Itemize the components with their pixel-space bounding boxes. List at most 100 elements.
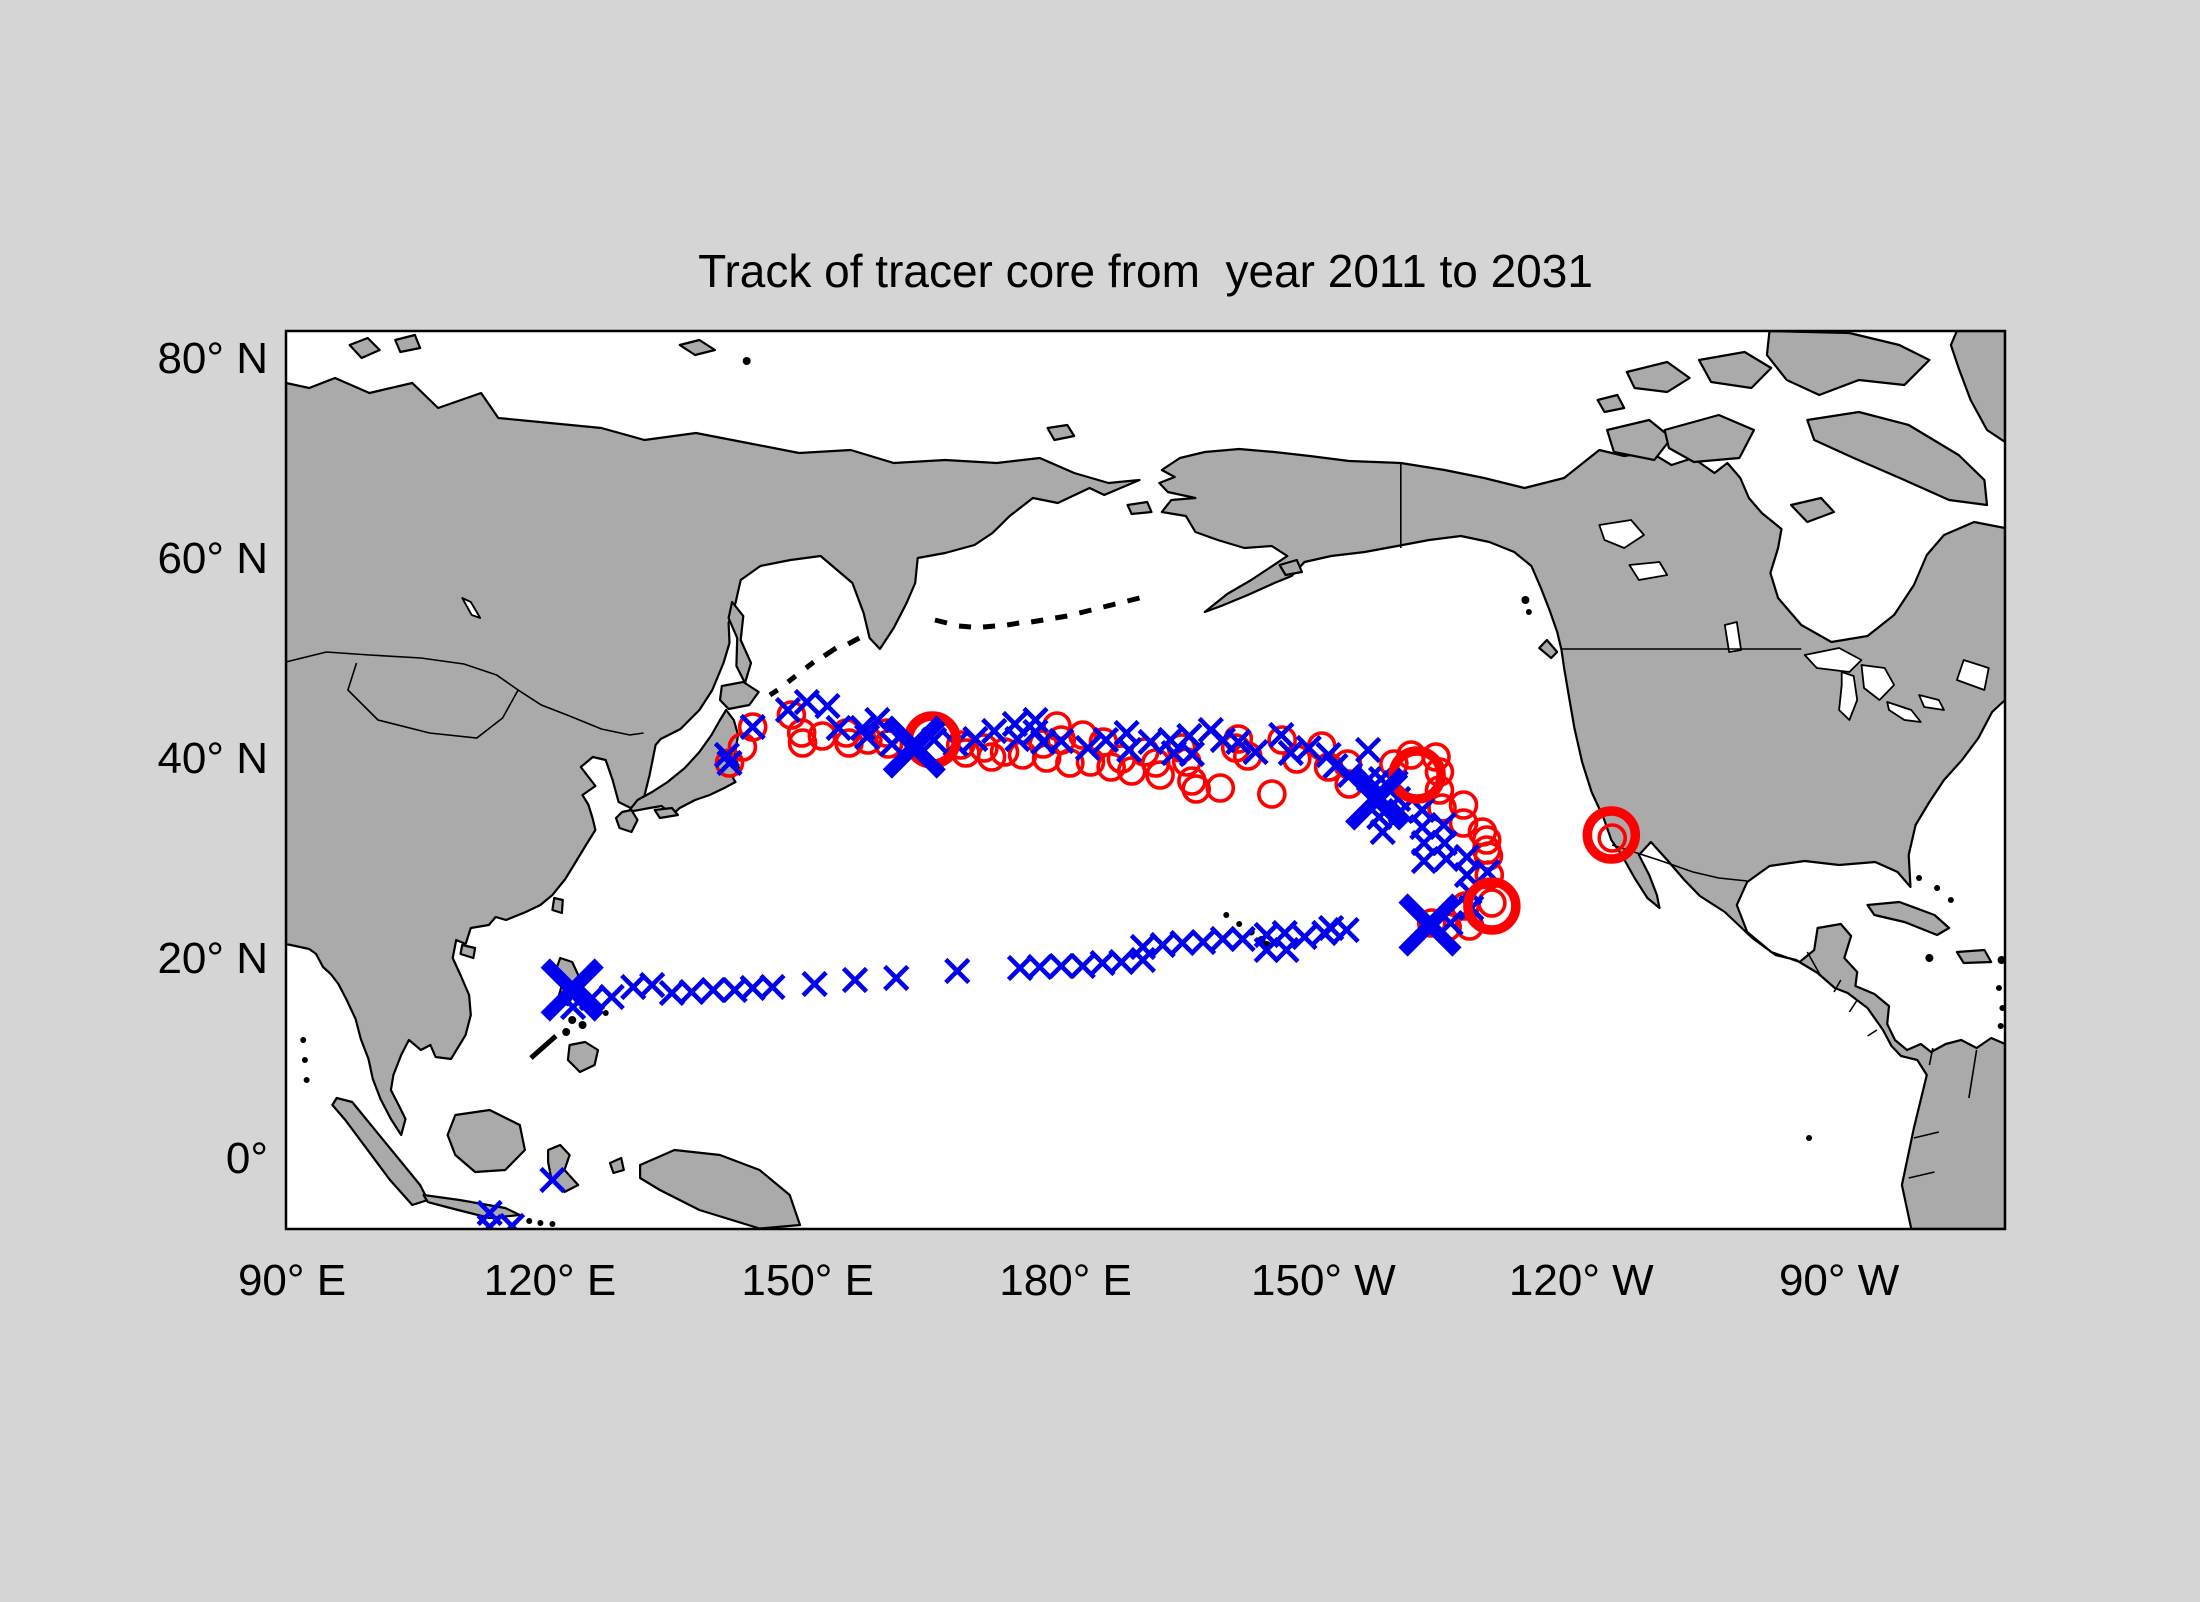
- x-tick-label: 150° E: [741, 1256, 874, 1305]
- red-circle-marker: [1181, 774, 1212, 804]
- red-circle-marker: [1448, 790, 1479, 820]
- landmass: [1126, 500, 1153, 516]
- blue-x-marker: [1209, 925, 1236, 953]
- blue-x-marker: [849, 714, 876, 742]
- tracer-markers: [476, 688, 1641, 1229]
- blue-x-marker: [713, 741, 741, 769]
- landmass: [1949, 331, 2005, 444]
- blue-x-marker: [774, 696, 802, 724]
- blue-x-marker: [801, 970, 828, 998]
- lake: [1628, 561, 1669, 581]
- lake: [1838, 671, 1859, 721]
- landmass: [1866, 900, 1951, 937]
- blue-x-marker: [539, 1166, 566, 1194]
- island-chain-dash: [768, 687, 779, 698]
- small-island: [303, 1077, 310, 1083]
- island-chain-dash: [1006, 620, 1020, 628]
- blue-x-marker: [1242, 738, 1269, 766]
- landmass: [446, 1108, 526, 1174]
- landmass: [331, 1096, 429, 1207]
- blue-x-marker: [700, 976, 727, 1004]
- blue-x-marker: [1001, 710, 1028, 738]
- lake: [1803, 647, 1863, 673]
- lake: [1918, 694, 1945, 711]
- landmass: [608, 1156, 625, 1175]
- y-tick-label: 40° N: [157, 734, 268, 783]
- blue-x-marker: [476, 1213, 503, 1229]
- island-chain-dash: [1078, 607, 1092, 616]
- blue-x-marker: [825, 714, 852, 742]
- red-circle-marker: [976, 742, 1007, 772]
- blue-x-marker: [1092, 726, 1120, 754]
- blue-x-marker: [1229, 925, 1256, 953]
- red-circle-marker: [1474, 860, 1505, 890]
- red-circle-marker: [787, 728, 818, 758]
- island-chain-dash: [1054, 613, 1068, 621]
- landmass: [1606, 418, 1673, 462]
- red-circle-marker-large: [1582, 806, 1641, 864]
- y-tick-label: 0°: [226, 1134, 268, 1183]
- landmass: [394, 333, 422, 354]
- blue-x-marker: [883, 964, 910, 992]
- island-chain-dash: [1126, 595, 1141, 604]
- lake: [1598, 519, 1645, 549]
- small-island: [1806, 1135, 1813, 1141]
- small-island: [568, 1016, 577, 1024]
- small-island: [549, 1221, 556, 1227]
- blue-x-marker: [739, 974, 766, 1002]
- blue-x-marker: [1108, 948, 1135, 976]
- small-island: [1934, 885, 1941, 891]
- small-island: [562, 1028, 571, 1036]
- lake: [1886, 701, 1922, 723]
- landmass: [459, 943, 477, 960]
- blue-x-marker: [1333, 916, 1360, 944]
- blue-x-marker: [1315, 741, 1342, 769]
- red-circle-marker: [1448, 808, 1479, 838]
- blue-x-marker: [1268, 721, 1295, 749]
- small-island: [300, 1037, 307, 1043]
- country-border: [1968, 1049, 1978, 1099]
- small-island: [526, 1218, 533, 1224]
- red-circle-marker: [1471, 825, 1502, 855]
- country-border: [346, 662, 519, 739]
- country-border: [1867, 1029, 1878, 1037]
- axes-box: [284, 329, 2007, 1231]
- red-circle-marker: [737, 712, 768, 742]
- blue-x-marker: [981, 717, 1008, 745]
- blue-x-marker: [1354, 736, 1382, 764]
- blue-x-marker-large: [882, 715, 946, 779]
- blue-x-marker: [759, 973, 786, 1001]
- landmass: [1278, 558, 1303, 577]
- landmass: [566, 1040, 600, 1074]
- blue-x-marker: [1026, 953, 1053, 981]
- lake: [1723, 621, 1742, 653]
- blue-x-marker: [1048, 952, 1075, 980]
- landmass: [1955, 948, 1993, 965]
- x-tick-label: 120° W: [1509, 1256, 1654, 1305]
- country-border: [1611, 844, 1748, 882]
- country-border: [1908, 1171, 1935, 1179]
- blue-x-marker: [1369, 818, 1396, 846]
- blue-x-marker: [498, 1212, 526, 1229]
- blue-x-marker: [1291, 923, 1318, 951]
- island-chain-dash: [934, 617, 948, 626]
- landmass: [1697, 350, 1773, 390]
- y-tick-label: 20° N: [157, 934, 268, 983]
- blue-x-marker: [1074, 734, 1102, 762]
- small-island: [1995, 985, 2002, 991]
- blue-x-marker: [658, 979, 686, 1007]
- island-chain-dash: [982, 623, 996, 630]
- small-island: [1999, 1005, 2005, 1011]
- landmass: [614, 808, 639, 834]
- blue-x-marker: [716, 749, 743, 777]
- island-chain-dash: [958, 623, 972, 630]
- world-basemap: [286, 331, 2005, 1229]
- landmass: [1046, 423, 1076, 442]
- landmass: [1158, 447, 2005, 1229]
- blue-x-marker: [1113, 719, 1140, 747]
- blue-x-marker: [639, 971, 666, 999]
- island-chain-dash: [529, 1034, 558, 1060]
- x-tick-label: 150° W: [1251, 1256, 1396, 1305]
